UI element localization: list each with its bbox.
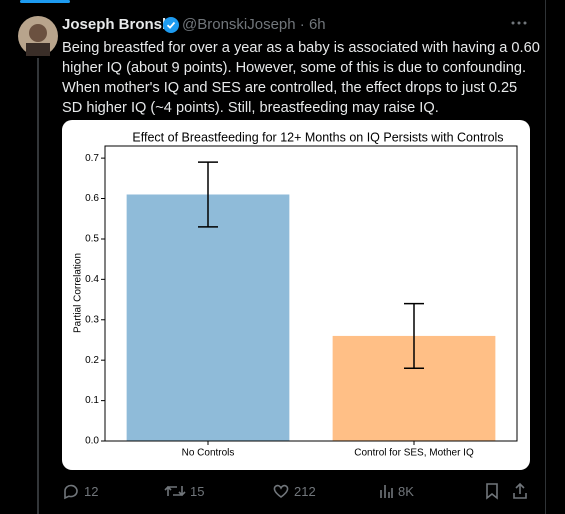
repost-count: 15 — [190, 483, 205, 499]
repost-button[interactable]: 15 — [164, 482, 204, 500]
share-icon[interactable] — [512, 482, 528, 500]
y-tick-label: 0.6 — [85, 193, 99, 204]
y-tick-label: 0.2 — [85, 355, 99, 366]
y-tick-label: 0.0 — [85, 436, 99, 447]
y-tick-label: 0.1 — [85, 395, 99, 406]
verified-badge — [163, 17, 179, 33]
bar — [126, 194, 290, 441]
like-button[interactable]: 212 — [272, 482, 316, 500]
reply-count: 12 — [84, 483, 99, 499]
like-icon — [273, 484, 289, 498]
y-tick-label: 0.4 — [85, 274, 99, 285]
y-tick-label: 0.7 — [85, 153, 99, 164]
views-count: 8K — [398, 483, 414, 499]
views-button[interactable]: 8K — [378, 482, 414, 500]
y-axis-label: Partial Correlation — [73, 253, 84, 333]
handle-time[interactable]: @BronskiJoseph · 6h — [182, 16, 326, 33]
y-tick-label: 0.5 — [85, 234, 99, 245]
views-icon — [380, 485, 393, 498]
chart-image[interactable]: Effect of Breastfeeding for 12+ Months o… — [62, 120, 530, 470]
y-tick-label: 0.3 — [85, 314, 99, 325]
tweet-text: Being breastfed for over a year as a bab… — [62, 40, 540, 116]
author-name[interactable]: Joseph Bronski — [62, 16, 175, 33]
x-tick-label: Control for SES, Mother IQ — [354, 448, 474, 459]
bookmark-icon[interactable] — [484, 482, 500, 500]
avatar[interactable] — [18, 16, 58, 56]
reply-button[interactable]: 12 — [62, 482, 98, 500]
repost-icon — [164, 485, 186, 497]
thread-line — [37, 58, 39, 514]
more-menu[interactable] — [510, 20, 528, 26]
chart-title: Effect of Breastfeeding for 12+ Months o… — [132, 130, 503, 144]
x-tick-label: No Controls — [182, 448, 235, 459]
reply-icon — [64, 484, 78, 500]
border — [545, 0, 546, 514]
chart: Effect of Breastfeeding for 12+ Months o… — [73, 130, 518, 459]
tab-indicator — [20, 0, 70, 3]
like-count: 212 — [294, 483, 316, 499]
plot-frame — [104, 145, 518, 442]
